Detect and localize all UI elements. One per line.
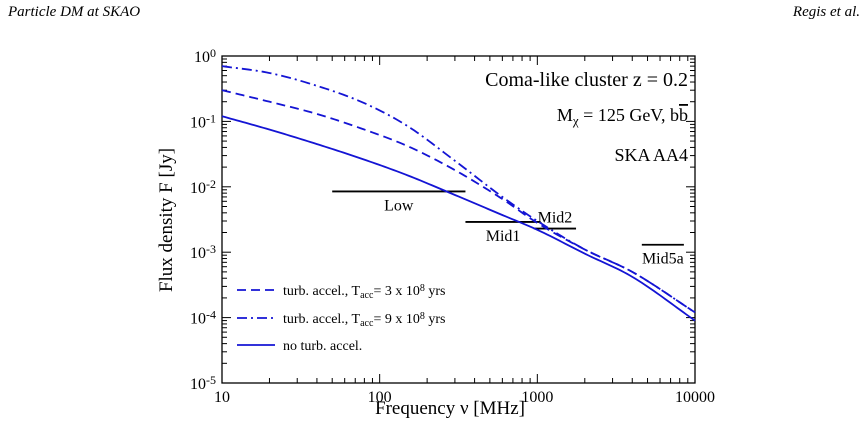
legend: turb. accel., Tacc= 3 x 108 yrs turb. acc…: [237, 283, 445, 354]
sensitivity-bands: Low Mid1 Mid2 Mid5a: [332, 190, 684, 268]
legend-label-solid: no turb. accel.: [283, 339, 362, 354]
band-label-low: Low: [384, 197, 414, 214]
annotation-cluster: Coma-like cluster z = 0.2: [485, 69, 688, 91]
x-tick-label: 100: [368, 389, 392, 406]
x-tick-label: 10000: [675, 389, 715, 406]
y-tick-label: 10-3: [190, 242, 216, 262]
x-tick-label: 1000: [521, 389, 553, 406]
legend-label-dashed: turb. accel., Tacc= 3 x 108 yrs: [283, 283, 445, 302]
band-label-mid5a: Mid5a: [642, 251, 684, 268]
band-label-mid1: Mid1: [486, 228, 521, 245]
y-tick-label: 100: [194, 46, 216, 66]
series-line-solid: [221, 115, 696, 322]
y-axis-label: Flux density F [Jy]: [156, 148, 177, 292]
series-line-dashdot: [221, 65, 696, 314]
legend-label-dashdot: turb. accel., Tacc= 9 x 108 yrs: [283, 311, 445, 330]
y-tick-label: 10-5: [190, 373, 216, 393]
y-tick-label: 10-2: [190, 176, 216, 196]
axis-ticks: 10 100 1000 10000 100 10-1 10-2 10-3 10-4 10-5: [190, 46, 715, 406]
running-header-title: Particle DM at SKAO: [8, 4, 141, 20]
x-axis-label: Frequency ν [MHz]: [375, 398, 525, 419]
y-tick-label: 10-4: [190, 307, 216, 327]
band-label-mid2: Mid2: [538, 210, 573, 227]
y-tick-label: 10-1: [190, 111, 216, 131]
plot-frame: [221, 55, 696, 384]
running-header-authors: Regis et al.: [792, 4, 860, 20]
annotation-mass-channel: Mχ = 125 GeV, bb: [557, 105, 688, 128]
x-tick-label: 10: [214, 389, 230, 406]
flux-curves: [221, 65, 696, 322]
annotation-telescope: SKA AA4: [614, 145, 688, 165]
